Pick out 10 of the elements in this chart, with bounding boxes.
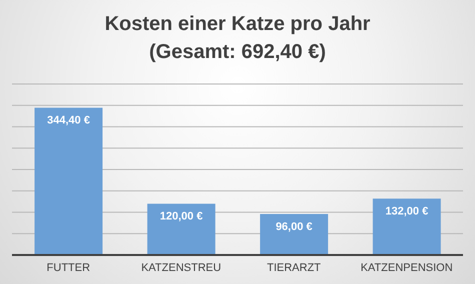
x-tick-label: KATZENPENSION bbox=[360, 262, 453, 274]
data-label: 132,00 € bbox=[385, 205, 428, 218]
data-label: 96,00 € bbox=[276, 220, 312, 233]
x-tick-label: KATZENSTREU bbox=[141, 262, 222, 274]
chart-subtitle: (Gesamt: 692,40 €) bbox=[148, 40, 327, 65]
data-label: 120,00 € bbox=[160, 210, 203, 223]
chart-title: Kosten einer Katze pro Jahr bbox=[104, 12, 372, 37]
x-tick-label: TIERARZT bbox=[266, 262, 322, 274]
x-tick-label: FUTTER bbox=[46, 262, 90, 274]
data-label: 344,40 € bbox=[47, 114, 90, 127]
